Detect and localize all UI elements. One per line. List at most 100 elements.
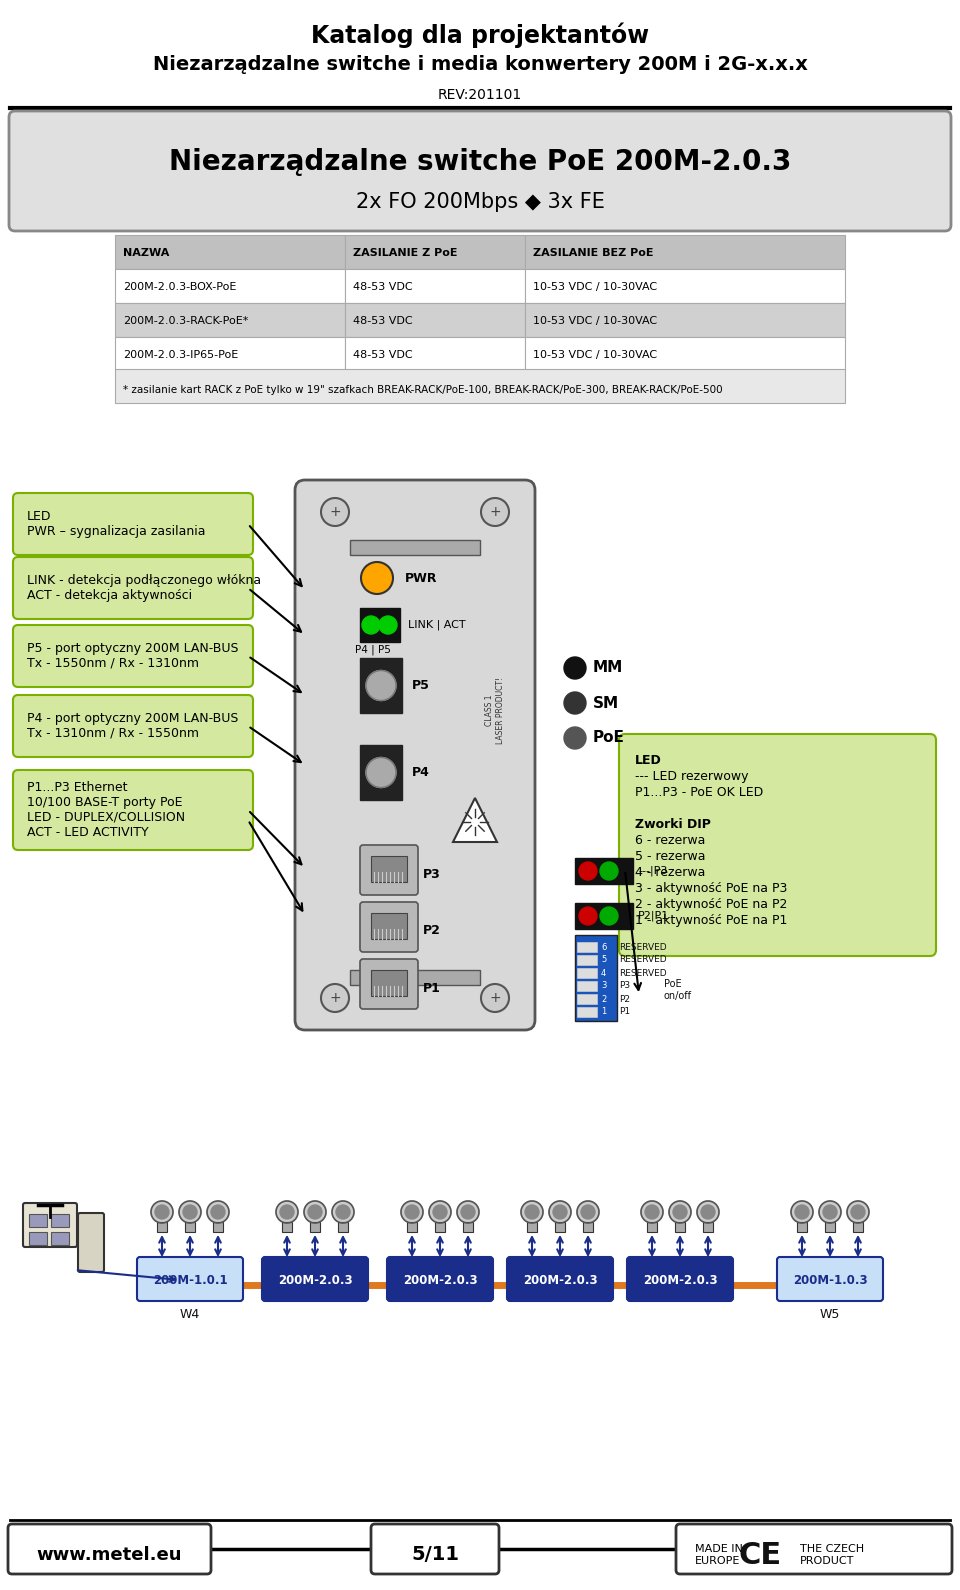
Bar [51, 1215, 69, 1227]
Bar [360, 658, 402, 712]
Bar [703, 1223, 713, 1232]
Text: W4: W4 [180, 1309, 200, 1321]
Bar [675, 1223, 685, 1232]
Bar [29, 1215, 47, 1227]
FancyBboxPatch shape [360, 959, 418, 1010]
Text: Zworki DIP: Zworki DIP [635, 817, 710, 832]
Text: P4 | P5: P4 | P5 [355, 646, 391, 655]
Polygon shape [453, 798, 497, 843]
Bar [157, 1223, 167, 1232]
Bar [583, 1223, 593, 1232]
Circle shape [851, 1205, 865, 1220]
Circle shape [564, 727, 586, 749]
Bar [575, 935, 617, 1021]
Text: 5: 5 [601, 956, 607, 965]
Circle shape [362, 615, 380, 634]
Text: RESERVED: RESERVED [619, 943, 666, 951]
Bar [115, 235, 345, 269]
Text: 200M-2.0.3-IP65-PoE: 200M-2.0.3-IP65-PoE [123, 350, 238, 359]
Bar [407, 1223, 417, 1232]
Text: ---|P3: ---|P3 [638, 865, 667, 876]
Text: www.metel.eu: www.metel.eu [36, 1545, 181, 1565]
Circle shape [211, 1205, 225, 1220]
Text: RESERVED: RESERVED [619, 968, 666, 978]
Text: +: + [490, 506, 501, 518]
Bar [371, 855, 407, 882]
Bar [350, 970, 480, 984]
Circle shape [405, 1205, 419, 1220]
Text: CLASS 1
LASER PRODUCT!: CLASS 1 LASER PRODUCT! [486, 676, 505, 744]
Circle shape [332, 1200, 354, 1223]
Circle shape [701, 1205, 715, 1220]
Text: 5 - rezerwa: 5 - rezerwa [635, 851, 706, 863]
FancyBboxPatch shape [23, 1204, 77, 1247]
Text: --- LED rezerwowy: --- LED rezerwowy [635, 770, 749, 782]
Circle shape [564, 657, 586, 679]
Text: P2: P2 [619, 994, 630, 1003]
Circle shape [366, 671, 396, 701]
Circle shape [207, 1200, 229, 1223]
Circle shape [669, 1200, 691, 1223]
Bar [338, 1223, 348, 1232]
Text: P4 - port optyczny 200M LAN-BUS
Tx - 1310nm / Rx - 1550nm: P4 - port optyczny 200M LAN-BUS Tx - 131… [27, 712, 238, 739]
Circle shape [579, 862, 597, 879]
Text: NAZWA: NAZWA [123, 248, 169, 258]
Text: Katalog dla projektantów: Katalog dla projektantów [311, 22, 649, 48]
Bar [647, 1223, 657, 1232]
Bar [282, 1223, 292, 1232]
Circle shape [847, 1200, 869, 1223]
Circle shape [553, 1205, 567, 1220]
Bar [115, 369, 845, 402]
Circle shape [461, 1205, 475, 1220]
Bar [213, 1223, 223, 1232]
Bar [435, 1223, 445, 1232]
FancyBboxPatch shape [387, 1258, 493, 1301]
Bar [577, 941, 597, 952]
Text: P3: P3 [423, 868, 441, 881]
Text: MADE IN
EUROPE: MADE IN EUROPE [695, 1544, 743, 1566]
Circle shape [151, 1200, 173, 1223]
FancyBboxPatch shape [371, 1523, 499, 1574]
Text: 1 - aktywność PoE na P1: 1 - aktywność PoE na P1 [635, 914, 787, 927]
FancyBboxPatch shape [627, 1258, 733, 1301]
FancyBboxPatch shape [13, 695, 253, 757]
Bar [345, 304, 525, 337]
Text: +: + [329, 506, 341, 518]
Text: 10-53 VDC / 10-30VAC: 10-53 VDC / 10-30VAC [533, 350, 658, 359]
Bar [577, 994, 597, 1003]
Text: P2|P1: P2|P1 [638, 911, 669, 921]
Text: P5 - port optyczny 200M LAN-BUS
Tx - 1550nm / Rx - 1310nm: P5 - port optyczny 200M LAN-BUS Tx - 155… [27, 642, 238, 669]
Bar [371, 913, 407, 940]
Text: LED
PWR – sygnalizacja zasilania: LED PWR – sygnalizacja zasilania [27, 510, 205, 537]
Bar [525, 269, 845, 304]
Circle shape [481, 984, 509, 1011]
Text: 48-53 VDC: 48-53 VDC [353, 281, 413, 293]
FancyBboxPatch shape [295, 480, 535, 1030]
Bar [345, 337, 525, 370]
Text: * zasilanie kart RACK z PoE tylko w 19" szafkach BREAK-RACK/PoE-100, BREAK-RACK/: * zasilanie kart RACK z PoE tylko w 19" … [123, 385, 723, 394]
Text: LINK - detekcja podłączonego włókna
ACT - detekcja aktywności: LINK - detekcja podłączonego włókna ACT … [27, 574, 261, 603]
Text: W5: W5 [820, 1309, 840, 1321]
Text: 200M-2.0.3: 200M-2.0.3 [402, 1275, 477, 1288]
Text: 4 - rezerwa: 4 - rezerwa [635, 867, 706, 879]
Text: PoE: PoE [593, 730, 625, 746]
Bar [577, 981, 597, 991]
Bar [577, 956, 597, 965]
Text: +: + [490, 991, 501, 1005]
FancyBboxPatch shape [13, 625, 253, 687]
Text: 3: 3 [601, 981, 607, 991]
Text: 2: 2 [601, 994, 607, 1003]
Circle shape [280, 1205, 294, 1220]
Text: ZASILANIE BEZ PoE: ZASILANIE BEZ PoE [533, 248, 654, 258]
Circle shape [481, 498, 509, 526]
Bar [345, 235, 525, 269]
Circle shape [549, 1200, 571, 1223]
Circle shape [791, 1200, 813, 1223]
Text: 200M-2.0.3: 200M-2.0.3 [642, 1275, 717, 1288]
Text: P3: P3 [619, 981, 630, 991]
FancyBboxPatch shape [777, 1258, 883, 1301]
FancyBboxPatch shape [137, 1258, 243, 1301]
Bar [360, 607, 400, 642]
Text: 1: 1 [601, 1008, 607, 1016]
FancyBboxPatch shape [9, 111, 951, 231]
